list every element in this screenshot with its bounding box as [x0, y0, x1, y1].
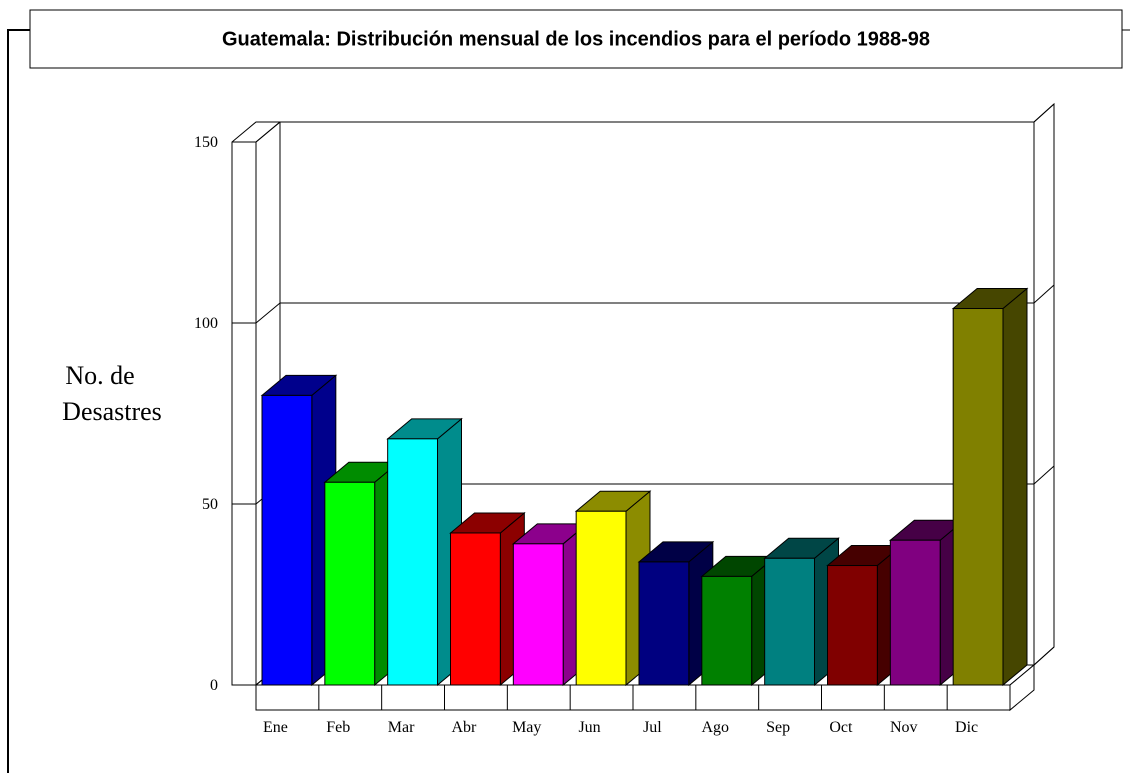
- y-axis-label: Desastres: [62, 397, 162, 426]
- y-axis-label: No. de: [65, 361, 134, 390]
- y-tick-label: 100: [194, 315, 218, 332]
- bar: [450, 532, 501, 686]
- bar: [575, 510, 627, 686]
- y-tick-label: 0: [210, 677, 218, 694]
- bar-side: [1002, 287, 1028, 687]
- x-tick-label: Jul: [643, 719, 662, 736]
- grid-line: [255, 121, 281, 143]
- bar: [701, 575, 753, 686]
- x-tick-label: May: [512, 719, 541, 736]
- x-tick-label: Jun: [578, 719, 600, 736]
- x-tick-label: Abr: [451, 719, 477, 736]
- grid-line: [1033, 284, 1055, 304]
- chart-title: Guatemala: Distribución mensual de los i…: [222, 28, 930, 50]
- bar: [764, 557, 816, 686]
- bar: [827, 565, 878, 686]
- x-tick-label: Nov: [890, 719, 918, 736]
- grid-line: [1033, 465, 1055, 485]
- floor-side: [1009, 663, 1035, 712]
- bar: [889, 539, 941, 686]
- x-tick-label: Dic: [955, 719, 978, 736]
- bar: [324, 481, 376, 686]
- x-tick-label: Sep: [766, 719, 790, 736]
- x-tick-label: Mar: [388, 719, 415, 736]
- y-tick-label: 150: [194, 134, 218, 151]
- grid-line: [1033, 646, 1055, 666]
- grid-line: [1033, 103, 1055, 123]
- x-tick-label: Oct: [829, 719, 853, 736]
- bar: [512, 543, 564, 686]
- grid-line: [255, 302, 281, 324]
- x-tick-label: Ene: [263, 719, 288, 736]
- bar: [387, 438, 438, 686]
- title-box: [29, 9, 1123, 69]
- page-frame: [7, 29, 30, 773]
- y-tick-label: 50: [202, 496, 218, 513]
- right-wall: [1033, 102, 1055, 667]
- bar: [638, 561, 690, 686]
- bar: [952, 308, 1004, 686]
- bar: [261, 394, 313, 686]
- x-tick-label: Ago: [701, 719, 729, 736]
- x-tick-label: Feb: [326, 719, 350, 736]
